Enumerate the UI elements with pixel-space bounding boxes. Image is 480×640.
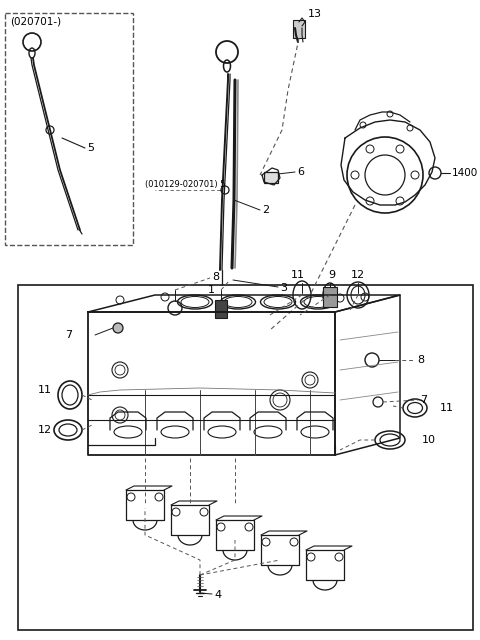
- Text: 7: 7: [420, 395, 427, 405]
- Text: 2: 2: [262, 205, 269, 215]
- Text: (010129-020701) 5: (010129-020701) 5: [145, 180, 226, 189]
- Circle shape: [113, 323, 123, 333]
- Text: 11: 11: [291, 270, 305, 280]
- Text: 13: 13: [308, 9, 322, 19]
- Bar: [323, 287, 337, 307]
- Text: 1400: 1400: [452, 168, 478, 178]
- Bar: [264, 172, 278, 183]
- Text: (020701-): (020701-): [10, 17, 61, 27]
- Text: 11: 11: [38, 385, 52, 395]
- Text: 11: 11: [440, 403, 454, 413]
- Text: 4: 4: [214, 590, 221, 600]
- Text: 6: 6: [297, 167, 304, 177]
- Text: 8: 8: [212, 272, 219, 282]
- Text: 12: 12: [351, 270, 365, 280]
- Text: 12: 12: [38, 425, 52, 435]
- Text: 3: 3: [280, 283, 287, 293]
- Text: 9: 9: [328, 270, 336, 280]
- Bar: [215, 300, 227, 318]
- Bar: [5, 13, 133, 245]
- Text: 1: 1: [208, 285, 215, 295]
- Text: 5: 5: [87, 143, 94, 153]
- Bar: [293, 20, 305, 38]
- Bar: [18, 285, 473, 630]
- Text: 7: 7: [65, 330, 72, 340]
- Text: 8: 8: [417, 355, 424, 365]
- Text: 10: 10: [422, 435, 436, 445]
